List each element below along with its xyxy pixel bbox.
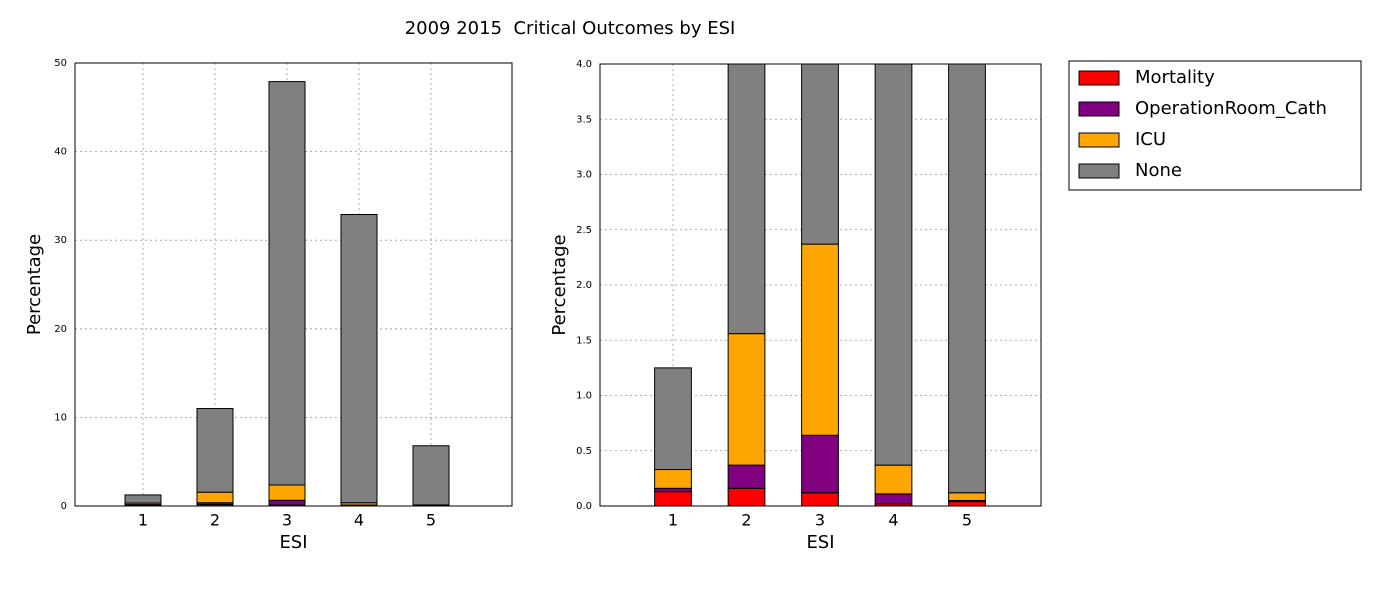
bar-segment xyxy=(268,499,306,506)
y-tick-label: 20 xyxy=(54,324,67,335)
bar-segment xyxy=(727,333,766,466)
y-tick-label: 50 xyxy=(54,58,67,69)
x-tick-label: 3 xyxy=(282,511,292,530)
legend-swatch xyxy=(1078,132,1120,148)
y-axis-label: Percentage xyxy=(24,234,45,335)
y-tick-label: 10 xyxy=(54,412,67,423)
x-axis-label: ESI xyxy=(806,532,834,553)
legend-swatch xyxy=(1078,70,1120,86)
y-tick-label: 40 xyxy=(54,147,67,158)
legend-swatch xyxy=(1078,163,1120,179)
bar-segment xyxy=(874,64,913,466)
bar-segment xyxy=(727,64,766,335)
bar-segment xyxy=(654,491,692,506)
legend-swatch xyxy=(1078,101,1120,117)
bar-segment xyxy=(268,81,306,486)
bar-segment xyxy=(412,445,450,506)
bar-segment xyxy=(948,64,986,494)
x-tick-label: 4 xyxy=(888,511,898,530)
y-tick-label: 3.5 xyxy=(576,114,592,125)
legend-label: OperationRoom_Cath xyxy=(1135,98,1327,119)
bar-segment xyxy=(874,493,913,505)
plot-frame xyxy=(599,63,1042,507)
bar-segment xyxy=(340,214,378,504)
bar-segment xyxy=(124,494,162,504)
x-tick-label: 5 xyxy=(962,511,972,530)
y-tick-label: 0.0 xyxy=(576,501,592,512)
figure-title: 2009 2015 Critical Outcomes by ESI xyxy=(405,18,736,39)
legend-label: ICU xyxy=(1135,129,1166,150)
y-tick-label: 2.0 xyxy=(576,280,592,291)
bar-segment xyxy=(801,243,839,436)
x-tick-label: 1 xyxy=(138,511,148,530)
y-tick-label: 2.5 xyxy=(576,225,592,236)
y-tick-label: 30 xyxy=(54,235,67,246)
y-axis-label: Percentage xyxy=(549,234,570,335)
y-tick-label: 0.5 xyxy=(576,446,592,457)
bar-segment xyxy=(196,408,234,493)
bar-segment xyxy=(268,484,306,501)
bar-segment xyxy=(654,367,692,471)
bars xyxy=(654,64,986,506)
bar-segment xyxy=(801,64,839,245)
bar-segment xyxy=(654,469,692,489)
y-tick-label: 0 xyxy=(61,501,67,512)
legend-label: Mortality xyxy=(1135,67,1215,88)
x-tick-label: 5 xyxy=(426,511,436,530)
x-tick-label: 2 xyxy=(741,511,751,530)
bar-segment xyxy=(727,464,766,489)
legend-label: None xyxy=(1135,160,1182,181)
bars xyxy=(124,81,450,506)
x-axis-label: ESI xyxy=(279,532,307,553)
y-tick-label: 1.0 xyxy=(576,391,592,402)
y-tick-label: 1.5 xyxy=(576,335,592,346)
bar-segment xyxy=(801,492,839,506)
x-tick-label: 1 xyxy=(668,511,678,530)
y-tick-label: 4.0 xyxy=(576,59,592,70)
bar-segment xyxy=(874,464,913,495)
bar-segment xyxy=(948,492,986,501)
bar-segment xyxy=(948,501,986,506)
x-tick-label: 3 xyxy=(815,511,825,530)
bar-segment xyxy=(196,491,234,504)
bar-segment xyxy=(727,487,766,506)
bar-segment xyxy=(801,434,839,494)
y-tick-label: 3.0 xyxy=(576,170,592,181)
x-tick-label: 4 xyxy=(354,511,364,530)
x-tick-label: 2 xyxy=(210,511,220,530)
plot-frame xyxy=(74,62,513,507)
